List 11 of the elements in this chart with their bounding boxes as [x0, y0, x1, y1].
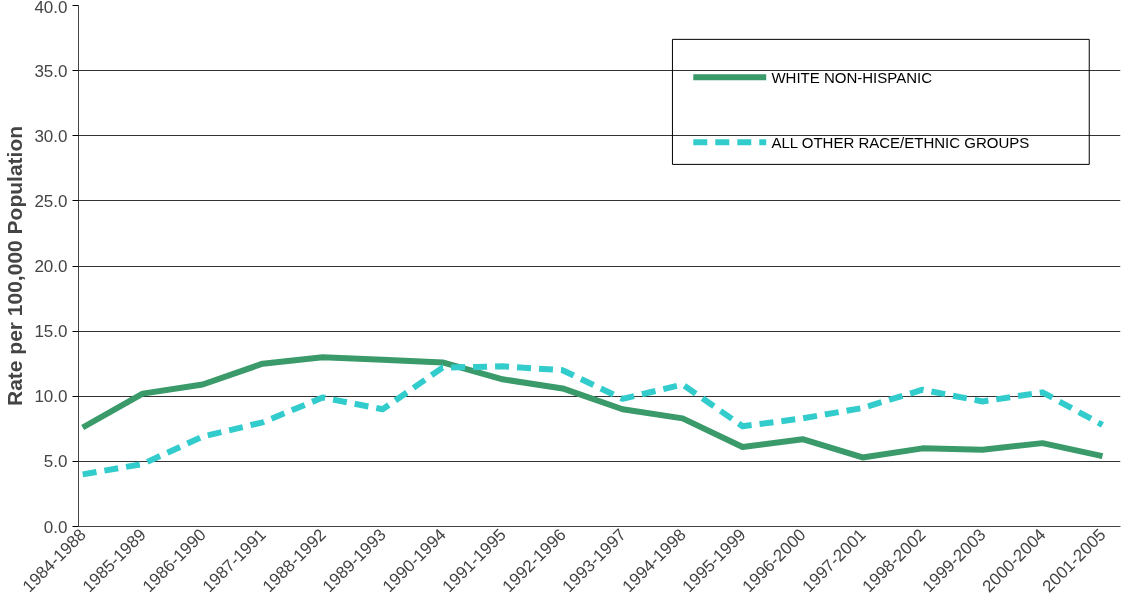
y-tick-label: 30.0 — [34, 126, 68, 146]
y-tick-label: 5.0 — [43, 452, 68, 472]
legend-label: ALL OTHER RACE/ETHNIC GROUPS — [771, 133, 1030, 151]
y-tick-label: 35.0 — [34, 61, 68, 81]
legend-label: WHITE NON-HISPANIC — [771, 68, 933, 86]
y-tick-label: 40.0 — [34, 0, 68, 17]
y-tick-label: 20.0 — [34, 257, 68, 276]
y-axis-title: Rate per 100,000 Population — [3, 125, 27, 407]
y-tick-label: 10.0 — [34, 387, 68, 407]
y-tick-label: 25.0 — [34, 191, 68, 211]
y-tick-label: 15.0 — [34, 322, 68, 342]
